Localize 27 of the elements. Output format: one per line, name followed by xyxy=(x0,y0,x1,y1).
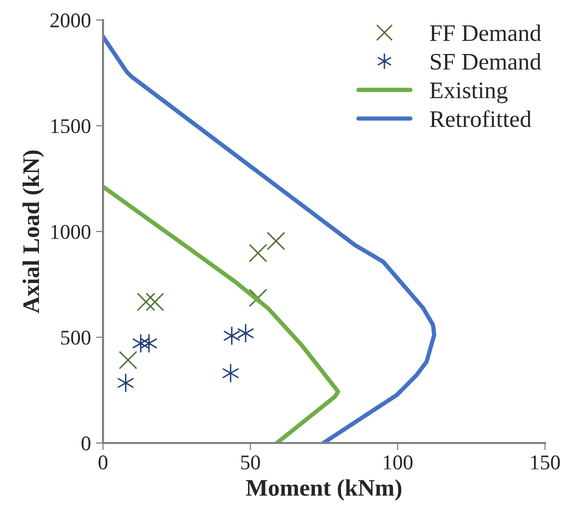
point xyxy=(118,350,138,370)
y-tick-label: 1500 xyxy=(51,119,90,134)
point xyxy=(224,326,240,345)
x-tick-label: 100 xyxy=(384,455,412,470)
y-tick-label: 1000 xyxy=(51,224,90,239)
x-tick-label: 50 xyxy=(241,455,260,470)
y-tick-label: 2000 xyxy=(50,13,90,28)
line-series xyxy=(103,184,340,443)
point xyxy=(118,374,134,392)
point xyxy=(222,364,239,382)
x-tick-label: 150 xyxy=(531,455,560,470)
y-tick-label: 0 xyxy=(82,436,90,450)
point xyxy=(140,334,158,353)
legend-label: Retrofitted xyxy=(430,110,532,128)
point xyxy=(248,244,268,262)
x-axis-title: Moment (kNm) xyxy=(246,479,402,501)
point xyxy=(132,334,149,353)
y-tick-label: 500 xyxy=(61,330,90,345)
point xyxy=(136,292,156,312)
y-axis-title: Axial Load (kN) xyxy=(22,150,44,314)
x-tick-label: 0 xyxy=(98,455,108,470)
legend-label: FF Demand xyxy=(430,24,542,42)
point xyxy=(238,324,254,342)
point xyxy=(266,232,286,250)
legend-label: SF Demand xyxy=(430,53,542,70)
legend-label: Existing xyxy=(430,82,508,104)
point xyxy=(146,292,164,312)
